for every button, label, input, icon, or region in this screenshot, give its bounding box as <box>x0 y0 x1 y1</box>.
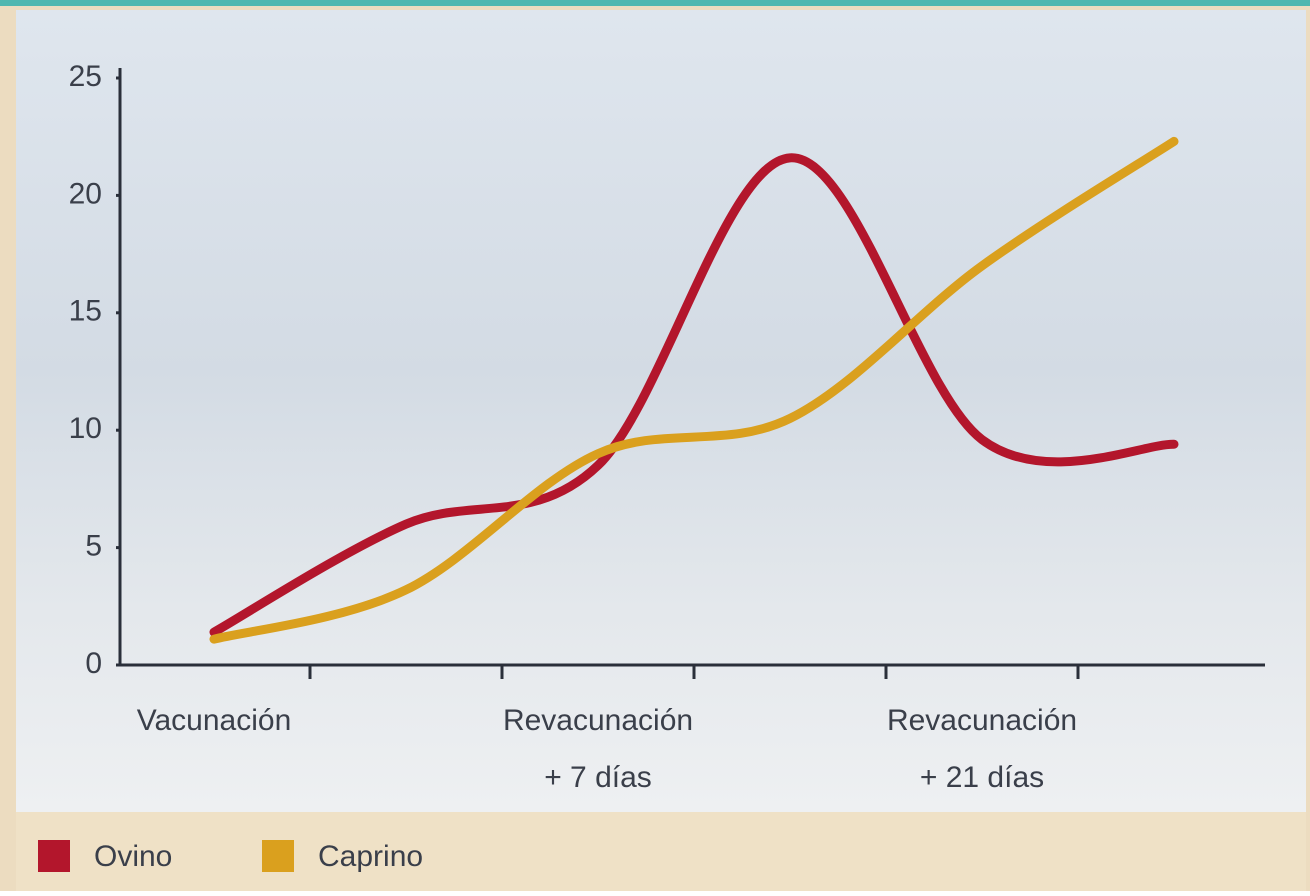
chart: 0 5 10 15 20 25 Vacunación Revacunación + 7 días… <box>0 0 1310 891</box>
legend-swatch <box>262 840 294 872</box>
plot-panel <box>16 10 1306 812</box>
legend-label: Caprino <box>318 840 423 873</box>
top-rule <box>0 0 1310 6</box>
x-tick-label: Revacunación <box>503 704 693 737</box>
y-tick-label: 15 <box>69 295 102 328</box>
y-tick-label: 5 <box>85 530 102 563</box>
y-tick-label: 25 <box>69 60 102 93</box>
y-tick-label: 20 <box>69 177 102 210</box>
x-tick-label: + 21 días <box>920 761 1044 794</box>
legend-swatch <box>38 840 70 872</box>
legend-label: Ovino <box>94 840 172 873</box>
page: {"chart_data": {"type": "line", "categor… <box>0 0 1310 891</box>
x-tick-label: Vacunación <box>137 704 292 737</box>
x-tick-label: + 7 días <box>544 761 652 794</box>
legend-strip <box>16 812 1306 891</box>
y-tick-label: 10 <box>69 412 102 445</box>
x-tick-label: Revacunación <box>887 704 1077 737</box>
y-tick-label: 0 <box>85 647 102 680</box>
